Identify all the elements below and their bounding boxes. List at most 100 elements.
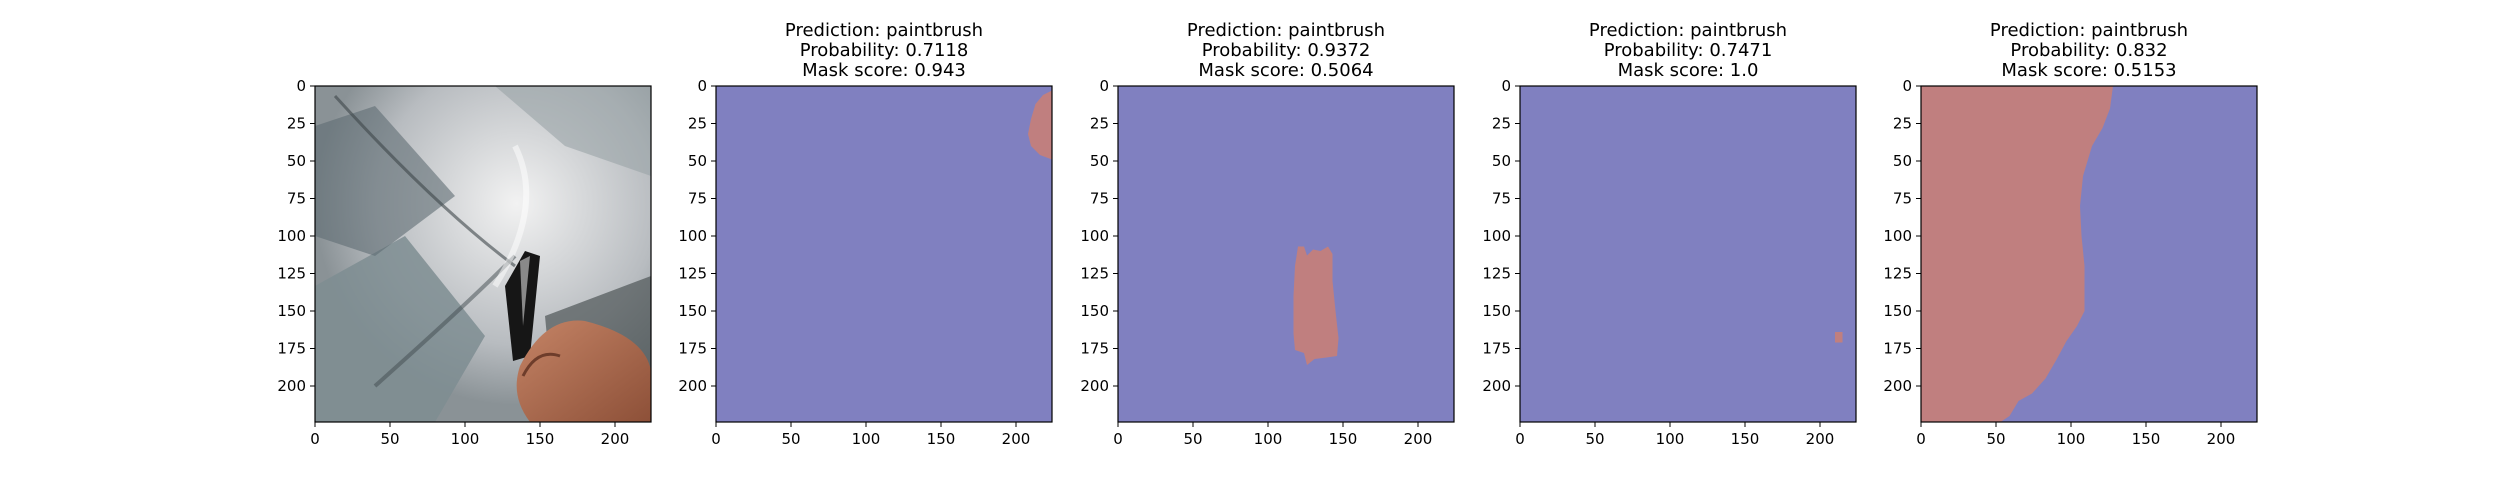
y-tick-label: 125 (277, 265, 306, 283)
photo-image (315, 86, 651, 422)
y-tick-label: 50 (1893, 152, 1912, 170)
x-tick-label: 100 (451, 430, 480, 448)
y-tick-label: 25 (1492, 115, 1511, 133)
panel-3: 0 50 100 150 200 0 25 50 75 100 125 150 175 200 (1080, 77, 1455, 448)
x-tick-label: 150 (1329, 430, 1358, 448)
x-tick-label: 200 (1002, 430, 1031, 448)
panel-title-line: Prediction: paintbrush (1187, 20, 1385, 41)
y-tick-label: 50 (1090, 152, 1109, 170)
y-tick-label: 125 (1080, 265, 1109, 283)
y-tick-label: 75 (1090, 190, 1109, 208)
x-tick-label: 100 (1254, 430, 1283, 448)
x-tick-label: 50 (1585, 430, 1604, 448)
y-tick-label: 75 (688, 190, 707, 208)
y-tick-label: 100 (1080, 227, 1109, 245)
mask-background (1520, 86, 1856, 422)
panel-title-line: Mask score: 0.5153 (2001, 60, 2176, 81)
panel-title-line: Mask score: 0.943 (802, 60, 966, 81)
y-tick-label: 50 (287, 152, 306, 170)
y-tick-label: 150 (678, 302, 707, 320)
panel-1: 0 50 100 150 200 0 25 50 75 100 125 150 175 200 (277, 77, 652, 448)
x-tick-label: 150 (927, 430, 956, 448)
x-tick-label: 200 (2207, 430, 2236, 448)
axes-frame (1519, 85, 1857, 423)
panel-title-line: Prediction: paintbrush (785, 20, 983, 41)
axes-frame (1920, 85, 2258, 423)
y-tick-label: 175 (1883, 340, 1912, 358)
y-tick-label: 150 (1883, 302, 1912, 320)
y-tick-label: 25 (1893, 115, 1912, 133)
x-tick-label: 100 (852, 430, 881, 448)
mask-region (1835, 332, 1843, 343)
mask-background (716, 86, 1052, 422)
x-tick-label: 150 (1731, 430, 1760, 448)
panels: 0 50 100 150 200 0 25 50 75 100 125 150 175 200 0 50 100… (277, 20, 2258, 448)
y-tick-label: 175 (1482, 340, 1511, 358)
y-tick-label: 0 (1902, 77, 1912, 95)
x-tick-label: 50 (781, 430, 800, 448)
y-tick-label: 150 (1482, 302, 1511, 320)
y-tick-label: 150 (277, 302, 306, 320)
y-tick-label: 200 (1080, 377, 1109, 395)
x-tick-label: 0 (1515, 430, 1525, 448)
panel-title-line: Prediction: paintbrush (1990, 20, 2188, 41)
y-tick-label: 0 (296, 77, 306, 95)
axes-frame (715, 85, 1053, 423)
y-tick-label: 200 (1482, 377, 1511, 395)
x-tick-label: 0 (711, 430, 721, 448)
y-tick-label: 175 (277, 340, 306, 358)
y-tick-label: 75 (1893, 190, 1912, 208)
x-tick-label: 0 (310, 430, 320, 448)
mask-background (1118, 86, 1454, 422)
axes-frame (314, 85, 652, 423)
x-tick-label: 200 (601, 430, 630, 448)
panel-title-line: Probability: 0.832 (2010, 40, 2167, 61)
x-tick-label: 200 (1806, 430, 1835, 448)
x-tick-label: 50 (1986, 430, 2005, 448)
panel-title-line: Probability: 0.7118 (800, 40, 969, 61)
y-tick-label: 125 (1482, 265, 1511, 283)
y-tick-label: 75 (1492, 190, 1511, 208)
y-tick-label: 125 (1883, 265, 1912, 283)
x-tick-label: 150 (526, 430, 555, 448)
x-tick-label: 0 (1916, 430, 1926, 448)
y-tick-label: 0 (1501, 77, 1511, 95)
y-tick-label: 25 (688, 115, 707, 133)
panel-title-line: Mask score: 1.0 (1618, 60, 1759, 81)
panel-title-line: Prediction: paintbrush (1589, 20, 1787, 41)
x-tick-label: 0 (1113, 430, 1123, 448)
mask-region (1028, 90, 1052, 160)
mask-region (1293, 246, 1339, 365)
panel-title-line: Mask score: 0.5064 (1198, 60, 1373, 81)
y-tick-label: 200 (277, 377, 306, 395)
x-tick-label: 150 (2132, 430, 2161, 448)
y-tick-label: 200 (1883, 377, 1912, 395)
y-tick-label: 100 (1883, 227, 1912, 245)
y-tick-label: 100 (1482, 227, 1511, 245)
y-tick-label: 0 (697, 77, 707, 95)
mask-region (1921, 86, 2113, 422)
y-tick-label: 100 (678, 227, 707, 245)
y-tick-label: 75 (287, 190, 306, 208)
y-tick-label: 100 (277, 227, 306, 245)
panel-2: 0 50 100 150 200 0 25 50 75 100 125 150 175 200 (678, 77, 1053, 448)
x-tick-label: 200 (1404, 430, 1433, 448)
panel-title-line: Probability: 0.9372 (1202, 40, 1371, 61)
y-tick-label: 175 (678, 340, 707, 358)
y-tick-label: 50 (1492, 152, 1511, 170)
y-tick-label: 0 (1099, 77, 1109, 95)
x-tick-label: 100 (2057, 430, 2086, 448)
y-tick-label: 150 (1080, 302, 1109, 320)
panel-4: 0 50 100 150 200 0 25 50 75 100 125 150 175 200 (1482, 77, 1857, 448)
y-tick-label: 175 (1080, 340, 1109, 358)
y-tick-label: 50 (688, 152, 707, 170)
y-tick-label: 25 (287, 115, 306, 133)
x-tick-label: 50 (380, 430, 399, 448)
y-tick-label: 125 (678, 265, 707, 283)
y-tick-label: 25 (1090, 115, 1109, 133)
y-tick-label: 200 (678, 377, 707, 395)
panel-5: 0 50 100 150 200 0 25 50 75 100 125 150 175 200 (1883, 77, 2258, 448)
axes-frame (1117, 85, 1455, 423)
x-tick-label: 100 (1656, 430, 1685, 448)
